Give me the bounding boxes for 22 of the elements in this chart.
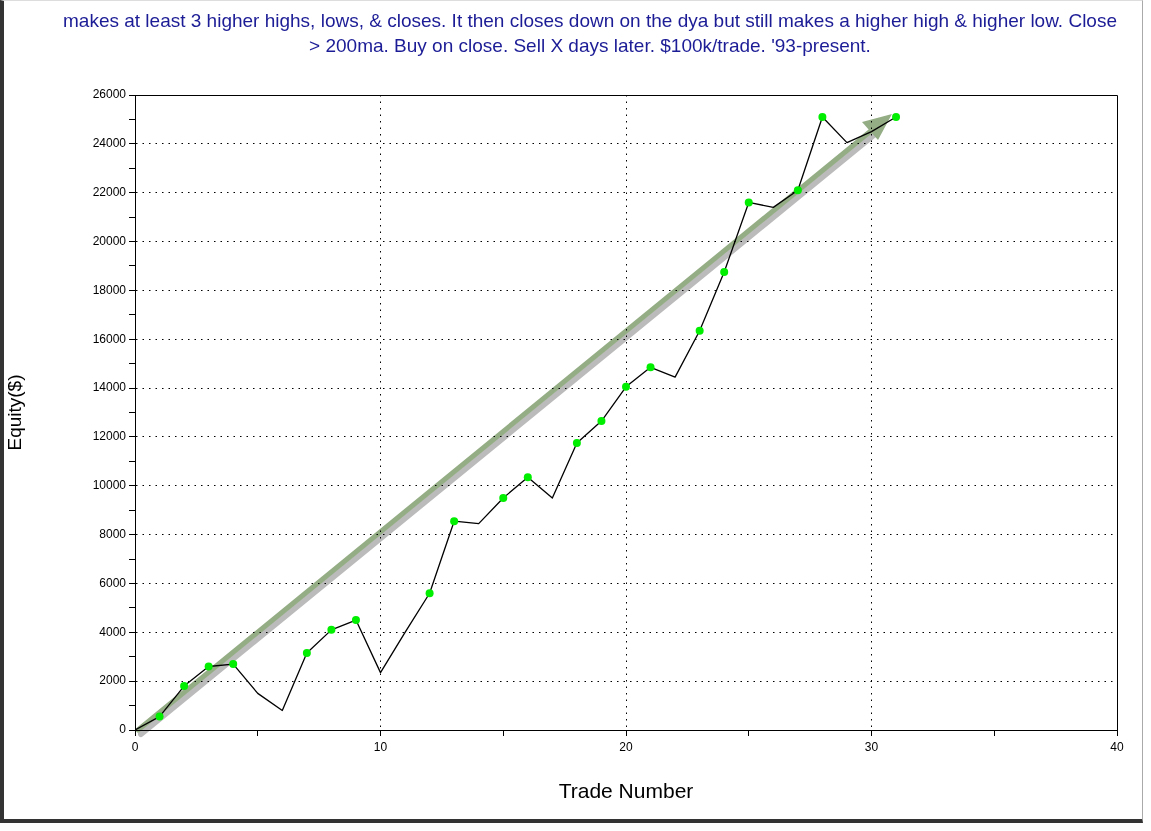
x-tick-label: 20 [619, 739, 633, 754]
y-tick-label: 10000 [92, 478, 127, 493]
y-tick-label: 22000 [92, 185, 127, 199]
x-axis-title: Trade Number [558, 779, 694, 803]
y-tick-label: 24000 [92, 136, 127, 151]
y-tick-label: 2000 [99, 673, 127, 688]
y-tick-label: 14000 [92, 380, 127, 395]
y-tick-label: 20000 [92, 233, 127, 248]
x-tick-label: 40 [1110, 739, 1124, 754]
x-tick-label: 10 [373, 739, 388, 754]
x-tick-label: 0 [131, 739, 139, 754]
chart-title: makes at least 3 higher highs, lows, & closes. It then closes down on the dya but still makes a higher high & higher low. Close > 200ma. Buy on close. Sell X days later. $100k/trade. '93-present. [62, 9, 1118, 58]
y-tick-label: 6000 [99, 575, 127, 590]
y-tick-label: 26000 [92, 87, 127, 102]
y-tick-label: 18000 [92, 282, 127, 297]
y-axis-title: Equity($) [3, 374, 25, 451]
y-tick-label: 12000 [92, 429, 127, 444]
x-tick-label: 30 [864, 739, 879, 754]
y-tick-label: 4000 [99, 624, 127, 639]
y-tick-label: 16000 [92, 331, 127, 346]
y-tick-label: 0 [119, 722, 127, 737]
y-tick-label: 8000 [99, 526, 127, 541]
